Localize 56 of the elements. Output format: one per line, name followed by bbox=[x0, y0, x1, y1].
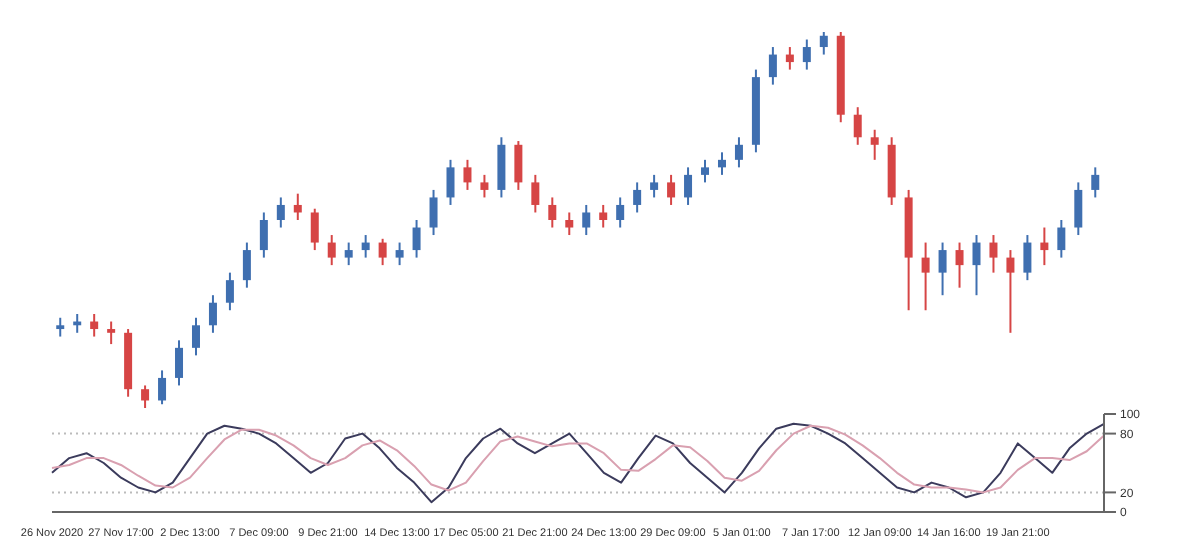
candlestick bbox=[412, 219, 421, 259]
candlestick bbox=[497, 136, 506, 199]
candlestick bbox=[242, 241, 251, 289]
candlestick bbox=[819, 32, 828, 56]
candlestick bbox=[582, 203, 591, 237]
candlestick bbox=[158, 369, 167, 406]
candlestick bbox=[616, 196, 625, 229]
candlestick bbox=[56, 316, 65, 338]
candlestick bbox=[259, 211, 268, 259]
candlestick bbox=[225, 271, 234, 312]
candlestick bbox=[599, 203, 608, 229]
candlestick bbox=[378, 237, 387, 267]
candlestick bbox=[972, 234, 981, 297]
candlestick bbox=[514, 140, 523, 191]
candlestick bbox=[90, 313, 99, 338]
candlestick bbox=[141, 384, 150, 408]
candlestick bbox=[650, 173, 659, 199]
candlestick bbox=[734, 136, 743, 169]
candlestick bbox=[955, 241, 964, 289]
candlestick bbox=[446, 158, 455, 206]
candlestick bbox=[1057, 219, 1066, 259]
candlestick bbox=[1074, 181, 1083, 237]
candlestick bbox=[684, 166, 693, 206]
candlestick bbox=[463, 158, 472, 191]
candlestick bbox=[310, 207, 319, 252]
candlestick bbox=[785, 46, 794, 71]
candlestick bbox=[1091, 166, 1100, 199]
candlestick bbox=[531, 173, 540, 214]
candlestick bbox=[293, 192, 302, 221]
candlestick bbox=[429, 188, 438, 237]
candlestick bbox=[107, 320, 116, 346]
candlestick bbox=[701, 158, 710, 184]
candlestick bbox=[395, 241, 404, 267]
candlestick bbox=[175, 339, 184, 387]
candlestick bbox=[768, 46, 777, 86]
candlestick bbox=[717, 151, 726, 176]
candlestick bbox=[1006, 249, 1015, 334]
candlestick bbox=[208, 294, 217, 334]
candlestick bbox=[480, 173, 489, 199]
candlestick bbox=[667, 173, 676, 206]
candlestick bbox=[989, 234, 998, 274]
candlestick bbox=[565, 211, 574, 237]
candlestick bbox=[276, 196, 285, 229]
candlestick bbox=[853, 106, 862, 146]
candlestick bbox=[344, 241, 353, 267]
candlestick bbox=[1040, 226, 1049, 267]
candlestick bbox=[870, 128, 879, 161]
candlestick bbox=[633, 181, 642, 214]
candlestick bbox=[361, 234, 370, 259]
candlestick bbox=[921, 241, 930, 312]
candlestick bbox=[327, 234, 336, 267]
candlestick bbox=[1023, 234, 1032, 282]
candlestick bbox=[548, 196, 557, 229]
candlestick bbox=[938, 241, 947, 297]
candlestick bbox=[191, 316, 200, 357]
candlestick bbox=[802, 38, 811, 71]
